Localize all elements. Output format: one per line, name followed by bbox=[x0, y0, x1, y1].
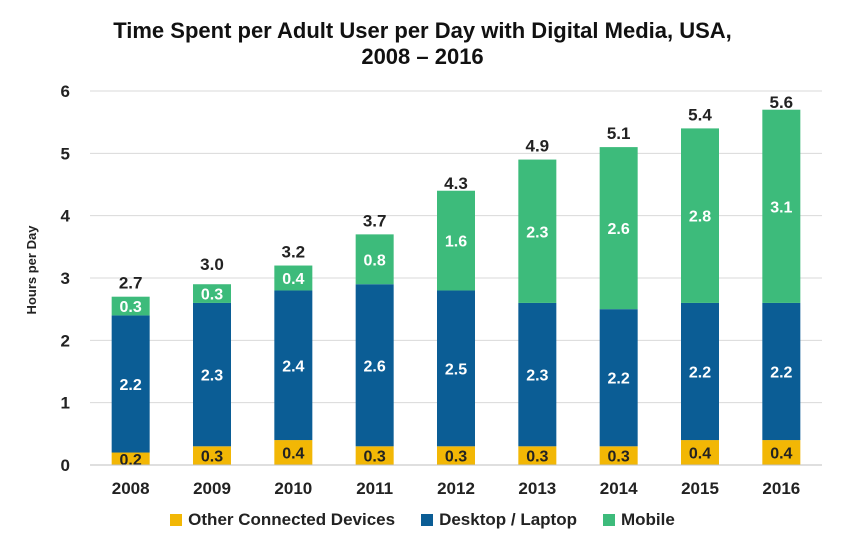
segment-value-label: 0.2 bbox=[120, 452, 142, 469]
bar-segment-other-connected-devices-2014 bbox=[599, 446, 638, 465]
y-tick-label: 6 bbox=[61, 82, 70, 101]
total-value-label: 3.7 bbox=[363, 211, 387, 230]
y-tick-label: 0 bbox=[61, 456, 70, 475]
segment-value-label: 1.6 bbox=[445, 234, 467, 251]
legend-item-other-devices: Other Connected Devices bbox=[170, 510, 395, 530]
x-tick-label: 2014 bbox=[600, 479, 638, 498]
segment-value-label: 0.3 bbox=[201, 449, 223, 466]
y-tick-label: 4 bbox=[61, 207, 71, 226]
segment-value-label: 2.2 bbox=[608, 371, 630, 388]
bar-segment-other-connected-devices-2008 bbox=[111, 452, 150, 465]
legend-label-other-devices: Other Connected Devices bbox=[188, 510, 396, 529]
x-tick-label: 2011 bbox=[356, 479, 393, 498]
bar-segment-mobile-2015 bbox=[681, 128, 719, 303]
bar-segment-mobile-2008 bbox=[111, 296, 150, 316]
segment-value-label: 0.4 bbox=[282, 446, 304, 463]
y-tick-label: 1 bbox=[61, 394, 70, 413]
segment-value-label: 0.4 bbox=[689, 446, 711, 463]
total-value-label: 5.1 bbox=[607, 124, 631, 143]
segment-value-label: 2.5 bbox=[445, 361, 467, 378]
segment-value-label: 3.1 bbox=[770, 199, 792, 216]
segment-value-label: 2.2 bbox=[120, 377, 142, 394]
total-value-label: 5.4 bbox=[688, 105, 712, 124]
bar-segment-other-connected-devices-2010 bbox=[274, 440, 313, 465]
y-axis-label: Hours per Day bbox=[24, 225, 39, 315]
segment-value-label: 0.3 bbox=[364, 449, 386, 466]
segment-value-label: 0.3 bbox=[526, 449, 548, 466]
total-value-label: 3.2 bbox=[282, 243, 306, 262]
segment-value-label: 2.3 bbox=[526, 368, 548, 385]
bar-segment-other-connected-devices-2009 bbox=[193, 446, 231, 465]
bar-segment-other-connected-devices-2012 bbox=[437, 446, 475, 465]
x-tick-label: 2016 bbox=[762, 479, 800, 498]
bar-segment-mobile-2014 bbox=[599, 147, 638, 310]
legend-label-desktop-laptop: Desktop / Laptop bbox=[439, 510, 577, 529]
x-tick-label: 2010 bbox=[274, 479, 312, 498]
bar-segment-desktop-laptop-2008 bbox=[111, 315, 150, 453]
segment-value-label: 2.6 bbox=[608, 221, 630, 238]
bar-segment-other-connected-devices-2013 bbox=[518, 446, 557, 465]
segment-value-label: 2.6 bbox=[364, 358, 386, 375]
bar-segment-mobile-2010 bbox=[274, 265, 313, 291]
total-value-label: 4.9 bbox=[526, 137, 550, 156]
segment-value-label: 2.3 bbox=[526, 224, 548, 241]
segment-value-label: 0.3 bbox=[201, 287, 223, 304]
legend: Other Connected Devices Desktop / Laptop… bbox=[0, 510, 845, 530]
x-tick-label: 2015 bbox=[681, 479, 719, 498]
total-value-label: 2.7 bbox=[119, 274, 143, 293]
x-tick-label: 2008 bbox=[112, 479, 150, 498]
legend-item-mobile: Mobile bbox=[602, 510, 675, 530]
total-value-label: 5.6 bbox=[770, 93, 794, 112]
total-value-label: 3.0 bbox=[200, 255, 224, 274]
segment-value-label: 0.4 bbox=[282, 271, 304, 288]
bar-segment-mobile-2012 bbox=[437, 190, 475, 291]
legend-swatch-desktop-laptop bbox=[421, 514, 434, 526]
legend-item-desktop-laptop: Desktop / Laptop bbox=[421, 510, 577, 530]
segment-value-label: 2.8 bbox=[689, 209, 711, 226]
bar-segment-mobile-2016 bbox=[762, 109, 801, 303]
bar-segment-other-connected-devices-2015 bbox=[681, 440, 719, 465]
bar-segment-other-connected-devices-2011 bbox=[355, 446, 394, 465]
bar-segment-mobile-2013 bbox=[518, 159, 557, 303]
bar-segment-desktop-laptop-2012 bbox=[437, 290, 475, 447]
bar-segment-mobile-2011 bbox=[355, 234, 394, 285]
segment-value-label: 0.8 bbox=[364, 252, 386, 269]
axes: 0 1 2 3 4 5 6 2008 2009 2010 2011 2012 2013 2014 2015 2… bbox=[61, 82, 822, 498]
bar-segment-other-connected-devices-2016 bbox=[762, 440, 801, 465]
total-value-label: 4.3 bbox=[444, 174, 468, 193]
segment-value-label: 2.4 bbox=[282, 358, 304, 375]
legend-swatch-other-devices bbox=[170, 514, 183, 526]
y-tick-label: 3 bbox=[61, 269, 70, 288]
bar-segment-desktop-laptop-2011 bbox=[355, 284, 394, 447]
legend-swatch-mobile bbox=[602, 514, 615, 526]
y-tick-label: 5 bbox=[61, 144, 70, 163]
bar-segment-desktop-laptop-2009 bbox=[193, 302, 231, 447]
segment-value-label: 2.3 bbox=[201, 368, 223, 385]
bar-segment-mobile-2009 bbox=[193, 284, 231, 303]
segment-value-label: 0.3 bbox=[120, 299, 142, 316]
chart-title-line-2: 2008 – 2016 bbox=[361, 44, 484, 69]
x-tick-label: 2009 bbox=[193, 479, 231, 498]
bar-segment-desktop-laptop-2010 bbox=[274, 290, 313, 441]
bar-segment-desktop-laptop-2014 bbox=[599, 309, 638, 447]
bar-segment-desktop-laptop-2016 bbox=[762, 302, 801, 441]
segment-value-label: 2.2 bbox=[689, 365, 711, 382]
x-tick-label: 2012 bbox=[437, 479, 475, 498]
segment-value-label: 0.3 bbox=[445, 449, 467, 466]
bar-segment-desktop-laptop-2015 bbox=[681, 302, 719, 441]
segment-value-label: 0.4 bbox=[770, 446, 792, 463]
chart-title-line-1: Time Spent per Adult User per Day with D… bbox=[113, 18, 732, 43]
segment-value-label: 2.2 bbox=[770, 365, 792, 382]
segment-value-label: 0.3 bbox=[608, 449, 630, 466]
legend-label-mobile: Mobile bbox=[620, 510, 675, 529]
x-tick-label: 2013 bbox=[518, 479, 556, 498]
bars bbox=[111, 109, 801, 465]
y-tick-label: 2 bbox=[61, 331, 70, 350]
bar-segment-desktop-laptop-2013 bbox=[518, 302, 557, 447]
